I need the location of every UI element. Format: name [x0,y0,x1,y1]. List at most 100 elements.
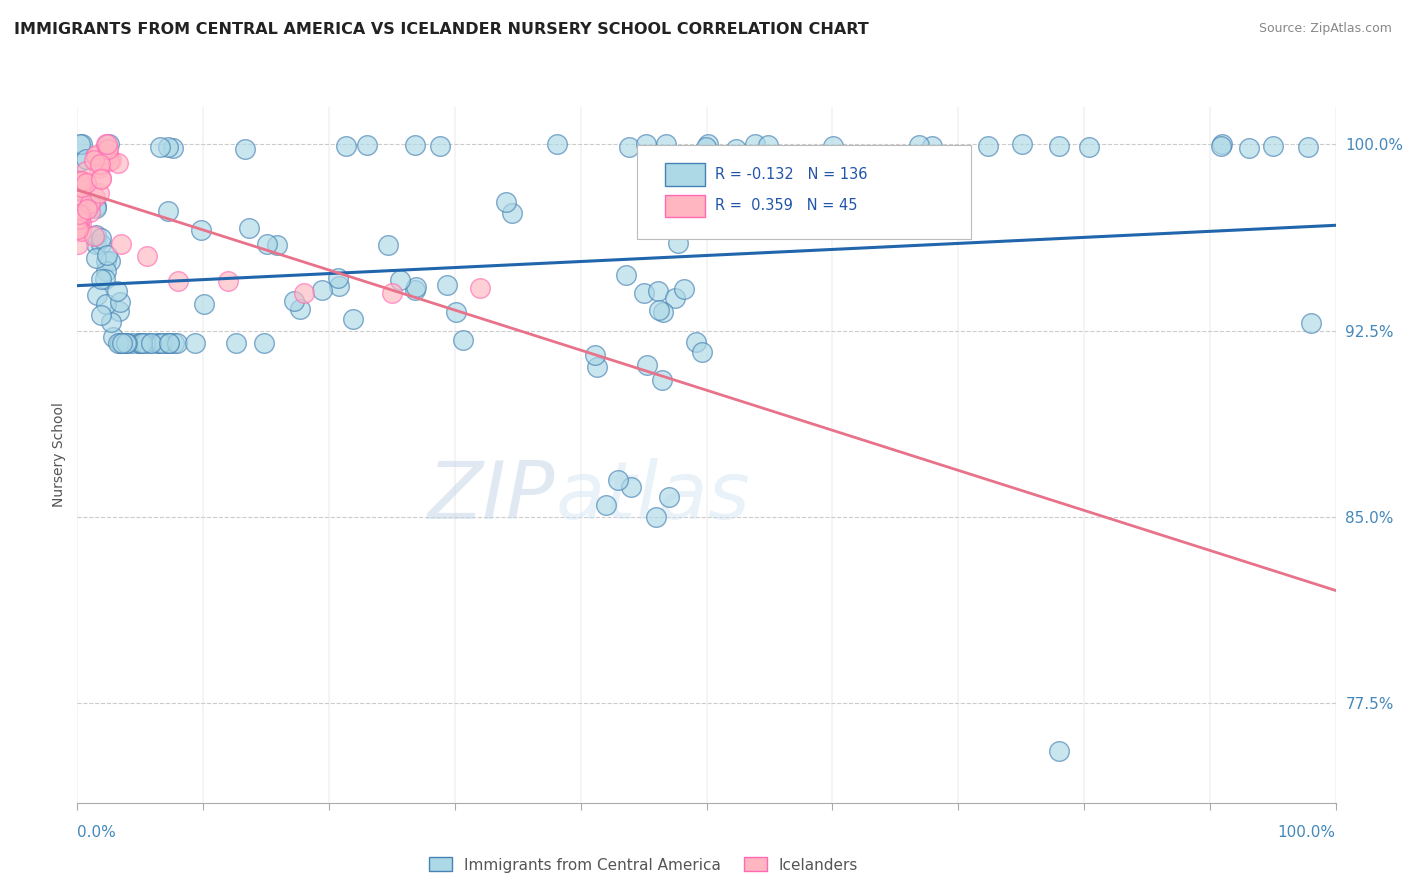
Point [288,302,311,317]
Point [89,161,111,175]
Point [233,142,256,156]
Y-axis label: Nursery School: Nursery School [52,402,66,508]
Point [67,190,90,204]
Point [84,227,107,242]
Point [76,202,98,216]
Point [1261,139,1284,153]
Point [217,274,239,288]
Point [821,139,844,153]
Point [607,473,630,487]
Point [131,336,153,351]
Point [67,220,90,235]
Point [620,480,643,494]
Point [156,204,179,219]
Point [546,137,568,152]
Point [685,334,707,349]
Point [115,336,138,351]
Point [668,236,690,251]
Point [1211,139,1233,153]
Point [633,286,655,301]
Point [128,336,150,351]
Point [636,137,658,152]
Point [70,198,93,212]
Point [266,238,288,252]
Point [636,359,658,373]
Point [69,184,91,198]
Point [977,138,1000,153]
Point [110,236,132,251]
Point [651,304,673,318]
Point [70,179,93,194]
Point [617,139,640,153]
Point [94,137,117,152]
Point [117,336,139,351]
Point [149,336,172,351]
Point [444,305,467,319]
Point [157,336,180,351]
Point [149,139,172,153]
Point [69,137,91,152]
Point [256,236,278,251]
Point [405,280,427,294]
Point [673,282,696,296]
Point [157,336,180,351]
Point [67,221,90,235]
Point [105,284,128,298]
Point [66,211,89,226]
Point [67,174,90,188]
Point [921,139,943,153]
Point [1011,137,1033,152]
Point [96,137,118,152]
Point [756,138,779,153]
Text: Source: ZipAtlas.com: Source: ZipAtlas.com [1258,22,1392,36]
Point [451,333,474,347]
Point [89,157,111,171]
Point [404,283,426,297]
Point [1047,743,1070,757]
Point [690,345,713,359]
Point [94,254,117,268]
Point [184,336,207,351]
Point [664,291,686,305]
Point [153,336,176,351]
Point [135,249,157,263]
Point [84,202,107,216]
Point [94,264,117,278]
Point [128,336,150,351]
FancyBboxPatch shape [637,145,970,239]
Point [100,153,122,167]
Point [90,237,112,252]
Point [311,283,333,297]
Point [90,172,112,186]
Point [90,308,112,322]
Point [97,143,120,157]
Point [96,248,118,262]
Point [238,221,260,235]
Point [614,268,637,282]
Point [97,153,120,168]
Text: R = -0.132   N = 136: R = -0.132 N = 136 [716,167,868,182]
Point [283,293,305,308]
Point [495,194,517,209]
Point [79,198,101,212]
Point [377,238,399,252]
Point [121,336,143,351]
Point [586,360,609,375]
Point [648,303,671,318]
Point [381,286,404,301]
Point [98,253,121,268]
Point [1296,139,1319,153]
Point [1299,316,1322,330]
Point [328,279,350,293]
Point [84,149,107,163]
Point [84,190,107,204]
Point [70,183,93,197]
Point [193,297,215,311]
Point [501,206,523,220]
Point [292,286,315,301]
Point [110,336,132,351]
Point [404,138,426,153]
Point [157,336,180,351]
Point [75,153,97,167]
Point [697,137,720,152]
